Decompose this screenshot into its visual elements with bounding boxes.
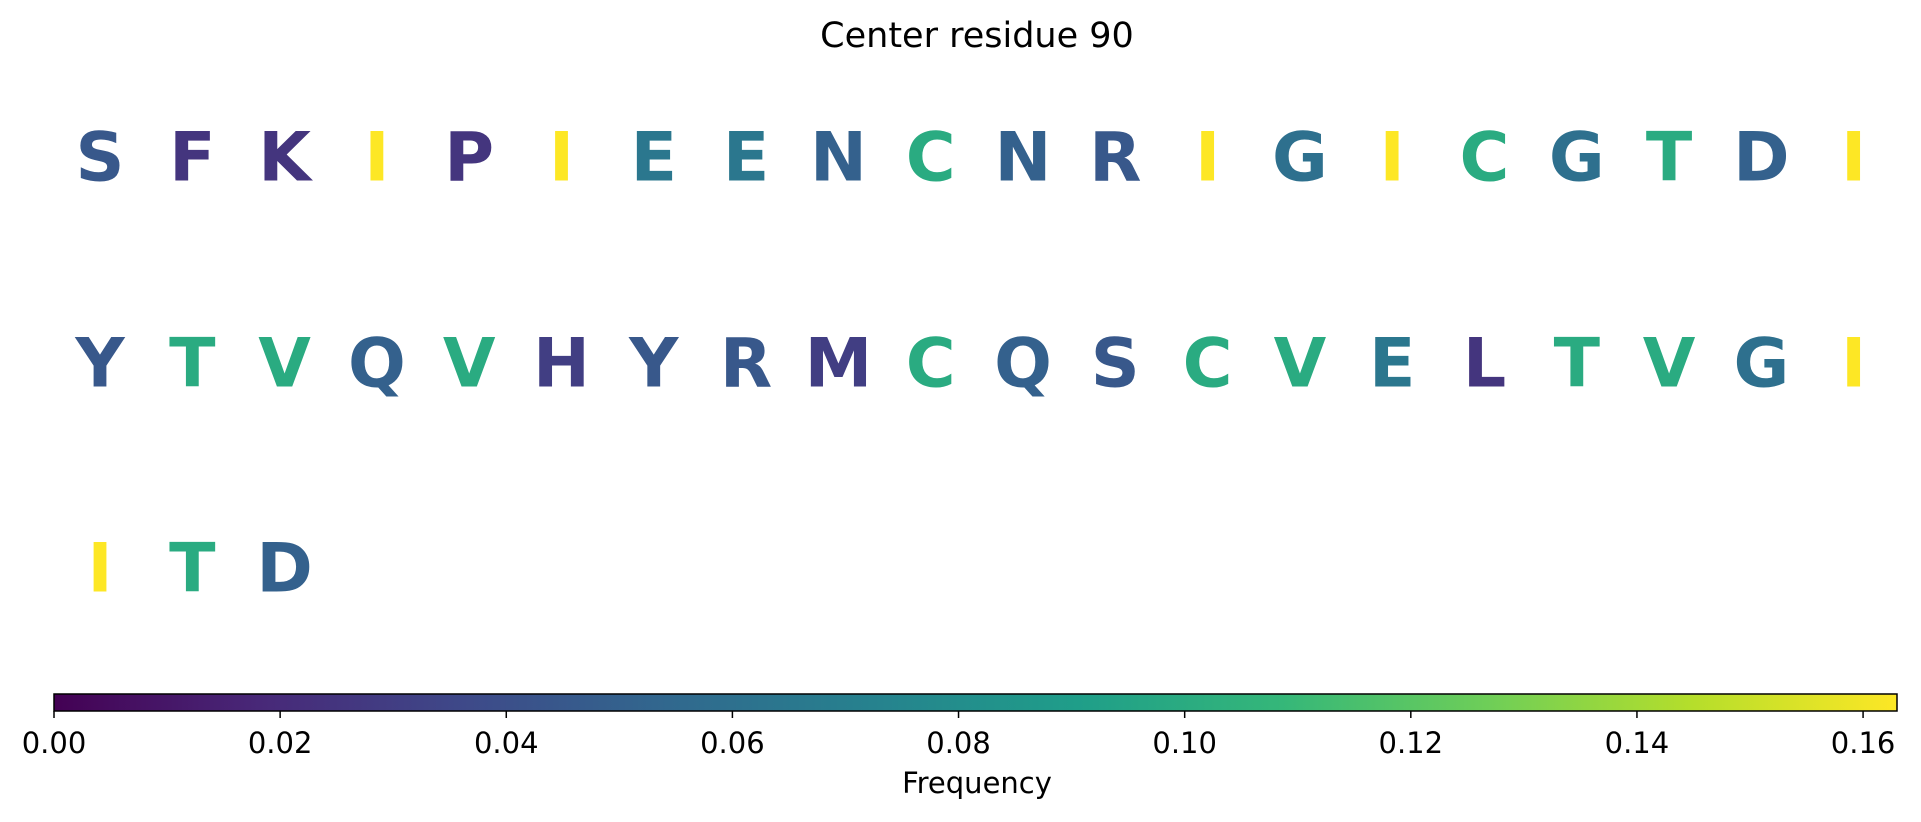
colorbar-tick-label: 0.08 bbox=[926, 726, 991, 760]
residue-letter: I bbox=[1841, 119, 1866, 198]
residue-letter: I bbox=[364, 119, 389, 198]
residue-letter: I bbox=[87, 530, 112, 609]
residue-letter: K bbox=[258, 119, 313, 198]
colorbar-tick-label: 0.00 bbox=[22, 726, 87, 760]
residue-letter: I bbox=[549, 119, 574, 198]
colorbar-tick-label: 0.06 bbox=[700, 726, 765, 760]
colorbar-tick-label: 0.04 bbox=[474, 726, 539, 760]
residue-letter: C bbox=[1460, 119, 1510, 198]
residue-letter: S bbox=[76, 119, 125, 198]
colorbar-tick-label: 0.10 bbox=[1152, 726, 1217, 760]
residue-letter: M bbox=[805, 325, 873, 404]
residue-letter: R bbox=[1089, 119, 1141, 198]
colorbar-label: Frequency bbox=[902, 766, 1052, 800]
residue-letter: C bbox=[1183, 325, 1233, 404]
colorbar-tick-label: 0.12 bbox=[1379, 726, 1444, 760]
colorbar-tick-label: 0.02 bbox=[248, 726, 313, 760]
chart-title: Center residue 90 bbox=[820, 16, 1134, 56]
residue-letter: Q bbox=[994, 325, 1052, 404]
residue-letter: C bbox=[906, 325, 956, 404]
residue-letter: T bbox=[169, 530, 216, 609]
residue-letter: E bbox=[631, 119, 677, 198]
residue-letter: S bbox=[1091, 325, 1140, 404]
residue-letter: P bbox=[444, 119, 494, 198]
residue-letter: F bbox=[169, 119, 215, 198]
residue-letter: V bbox=[443, 325, 496, 404]
colorbar bbox=[53, 693, 1898, 712]
residue-letter: E bbox=[1369, 325, 1415, 404]
residue-letter: Q bbox=[348, 325, 406, 404]
residue-letter: R bbox=[720, 325, 772, 404]
residue-letter: T bbox=[1646, 119, 1693, 198]
residue-letter: I bbox=[1380, 119, 1405, 198]
residue-letter: E bbox=[723, 119, 769, 198]
residue-letter: I bbox=[1195, 119, 1220, 198]
residue-letter: G bbox=[1549, 119, 1605, 198]
residue-letter: V bbox=[1274, 325, 1327, 404]
residue-letter: H bbox=[533, 325, 590, 404]
residue-letter: N bbox=[810, 119, 867, 198]
residue-letter: T bbox=[1554, 325, 1601, 404]
residue-letter: V bbox=[1643, 325, 1696, 404]
residue-letter: G bbox=[1272, 119, 1328, 198]
colorbar-tick-label: 0.16 bbox=[1831, 726, 1896, 760]
residue-letter: Y bbox=[628, 325, 679, 404]
residue-letter: D bbox=[256, 530, 312, 609]
residue-letter: D bbox=[1733, 119, 1789, 198]
residue-letter: I bbox=[1841, 325, 1866, 404]
residue-letter: V bbox=[258, 325, 311, 404]
residue-letter: G bbox=[1733, 325, 1789, 404]
residue-letter: L bbox=[1463, 325, 1506, 404]
residue-letter: Y bbox=[74, 325, 125, 404]
colorbar-tick-label: 0.14 bbox=[1605, 726, 1670, 760]
residue-letter: T bbox=[169, 325, 216, 404]
residue-letter: N bbox=[995, 119, 1052, 198]
residue-letter: C bbox=[906, 119, 956, 198]
